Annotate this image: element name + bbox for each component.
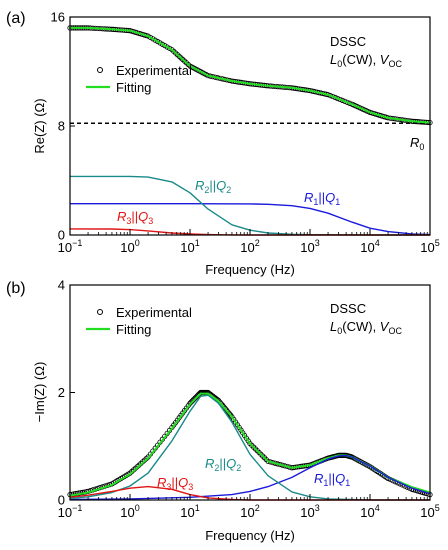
experimental-point (224, 407, 230, 413)
plot-area-a (67, 25, 433, 236)
info-title-b: DSSC (330, 301, 366, 316)
plot-area-b (67, 389, 433, 501)
panel-a: (a) 0 8 16 10−1 100 101 102 103 104 105 Frequenc… (6, 10, 440, 278)
legend-label-experimental-a: Experimental (116, 63, 192, 78)
info-title-a: DSSC (330, 34, 366, 49)
x-tick-label: 102 (240, 238, 259, 255)
info-v-b: V (380, 319, 390, 334)
experimental-point (228, 412, 234, 418)
info-l-sub-a: 0 (337, 59, 342, 69)
r0-label: R0 (410, 135, 424, 152)
legend-a: Experimental Fitting (86, 63, 192, 95)
x-axis-title-a: Frequency (Hz) (205, 262, 295, 277)
y-axis-a: 0 8 16 (51, 10, 75, 243)
label-r2q2-b: R2||Q2 (205, 456, 241, 473)
y-tick-label: 8 (58, 119, 65, 134)
x-tick-label: 103 (300, 503, 319, 520)
label-r3q3-a: R3||Q3 (117, 209, 153, 226)
x-tick-label: 105 (420, 238, 439, 255)
y-tick-label: 0 (58, 228, 65, 243)
y-axis-title-b: −Im(Z) (Ω) (32, 362, 47, 423)
y-tick-label: 0 (58, 493, 65, 508)
legend-label-fitting-b: Fitting (116, 322, 151, 337)
r2-q2-line-b (69, 394, 430, 501)
legend-b: Experimental Fitting (86, 305, 192, 337)
y-tick-label: 16 (51, 10, 65, 25)
x-axis-b: 10−1 100 101 102 103 104 105 (58, 494, 440, 520)
label-r3q3-b: R3||Q3 (157, 475, 193, 492)
y-tick-label: 2 (58, 385, 65, 400)
panel-label-b: (b) (6, 280, 26, 297)
x-tick-label: 100 (120, 503, 139, 520)
x-tick-label: 104 (360, 503, 379, 520)
info-conditions-b: L0(CW), VOC (330, 319, 402, 336)
legend-label-fitting-a: Fitting (116, 80, 151, 95)
info-v-sub-a: OC (388, 59, 402, 69)
info-l-a: L (330, 52, 337, 67)
fitting-line-a (70, 26, 431, 124)
r2-q2-line-a (70, 175, 430, 236)
info-v-sub-b: OC (388, 326, 402, 336)
x-tick-label: 104 (360, 238, 379, 255)
x-tick-label: 105 (420, 503, 439, 520)
x-tick-label: 100 (120, 238, 139, 255)
panel-label-a: (a) (6, 10, 26, 27)
x-axis-title-b: Frequency (Hz) (205, 528, 295, 543)
x-tick-label: 10−1 (58, 238, 83, 255)
x-tick-label: 10−1 (58, 503, 83, 520)
x-tick-label: 101 (180, 503, 199, 520)
info-conditions-a: L0(CW), VOC (330, 52, 402, 69)
y-tick-label: 4 (58, 278, 65, 293)
label-r1q1-a: R1||Q1 (304, 190, 340, 207)
info-l-b: L (330, 319, 337, 334)
x-tick-label: 102 (240, 503, 259, 520)
info-l-sub-b: 0 (337, 326, 342, 336)
fitting-line-b (69, 392, 431, 497)
experimental-point (225, 409, 231, 415)
label-r1q1-b: R1||Q1 (314, 471, 350, 488)
r1-q1-line-a (70, 203, 431, 236)
y-axis-b: 0 2 4 (58, 278, 75, 508)
info-cw-b: (CW), (342, 319, 380, 334)
legend-marker-experimental-a (97, 67, 103, 73)
experimental-point (226, 410, 232, 417)
plot-frame-a (69, 16, 431, 236)
legend-label-experimental-b: Experimental (116, 305, 192, 320)
y-axis-title-a: Re(Z) (Ω) (32, 98, 47, 153)
x-axis-a: 10−1 100 101 102 103 104 105 (58, 229, 440, 255)
x-tick-label: 101 (180, 238, 199, 255)
panel-b: (b) 0 2 4 10−1 100 101 102 103 104 105 Frequency… (6, 278, 440, 544)
r1-q1-line-b (69, 454, 431, 501)
info-cw-a: (CW), (342, 52, 380, 67)
legend-marker-experimental-b (97, 309, 103, 315)
info-v-a: V (380, 52, 390, 67)
x-tick-label: 103 (300, 238, 319, 255)
label-r2q2-a: R2||Q2 (195, 178, 231, 195)
